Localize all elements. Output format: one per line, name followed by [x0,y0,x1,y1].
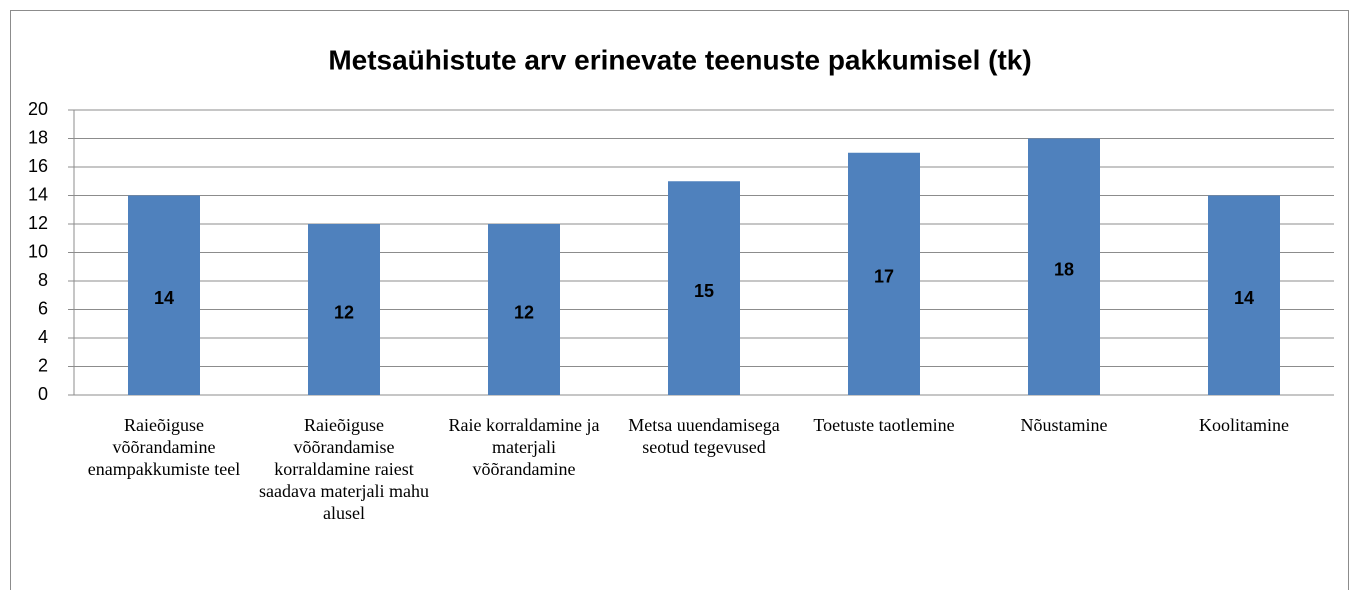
bar [1028,138,1100,395]
y-tick-label: 20 [28,99,48,119]
bar [1208,195,1280,395]
value-label: 15 [694,281,714,301]
x-tick-label: Toetuste taotlemine [813,415,955,435]
y-tick-label: 16 [28,156,48,176]
y-tick-label: 6 [38,298,48,318]
bar [308,224,380,395]
value-label: 12 [514,302,534,322]
bar [128,195,200,395]
x-tick-label: Koolitamine [1199,415,1289,435]
value-label: 12 [334,302,354,322]
x-tick-label: Raieõiguse võõrandamine enampakkumiste t… [87,415,241,479]
value-label: 14 [1234,288,1254,308]
x-tick-label: Metsa uuendamisega seotud tegevused [628,415,780,457]
y-tick-label: 2 [38,355,48,375]
value-label: 18 [1054,260,1074,280]
x-tick-label: Raieõiguse võõrandamise korraldamine rai… [259,415,429,523]
value-label: 17 [874,267,894,287]
x-tick-label: Nõustamine [1020,415,1108,435]
bar [848,152,920,395]
y-tick-label: 14 [28,184,48,204]
y-tick-label: 10 [28,241,48,261]
y-tick-label: 12 [28,213,48,233]
chart-title: Metsaühistute arv erinevate teenuste pak… [328,44,1031,75]
y-tick-label: 4 [38,327,48,347]
chart-border [10,10,1349,590]
x-tick-label: Raie korraldamine ja materjali võõrandam… [448,415,600,479]
bar [668,181,740,395]
y-tick-label: 8 [38,270,48,290]
y-tick-label: 18 [28,127,48,147]
bar [488,224,560,395]
value-label: 14 [154,288,174,308]
y-tick-label: 0 [38,384,48,404]
